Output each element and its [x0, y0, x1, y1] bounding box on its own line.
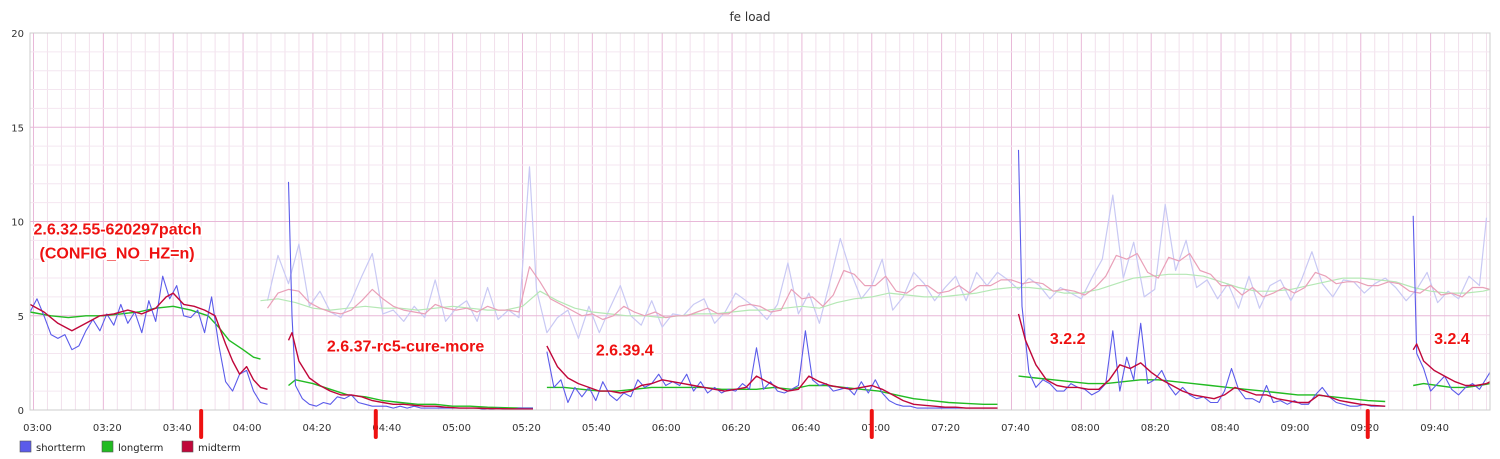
- series-line-shortterm: [1412, 215, 1491, 396]
- chart-title: fe load: [729, 10, 770, 24]
- x-tick-label: 04:20: [303, 423, 332, 434]
- x-tick-label: 03:40: [163, 423, 192, 434]
- legend-label-midterm: midterm: [198, 443, 241, 454]
- chart-legend: shortterm longterm midterm: [19, 440, 241, 454]
- x-tick-label: 03:20: [93, 423, 122, 434]
- y-tick-label: 15: [11, 123, 24, 134]
- x-tick-label: 05:20: [512, 423, 541, 434]
- x-tick-label: 04:00: [233, 423, 262, 434]
- x-tick-label: 06:00: [652, 423, 681, 434]
- legend-swatch-shortterm: [19, 440, 32, 453]
- series-line-midterm: [29, 292, 268, 390]
- kernel-label: 2.6.32.55-620297patch: [33, 222, 201, 239]
- x-tick-label: 07:20: [931, 423, 960, 434]
- y-tick-label: 0: [18, 406, 24, 417]
- x-tick-label: 08:40: [1211, 423, 1240, 434]
- x-tick-label: 04:40: [372, 423, 401, 434]
- series-layer: [29, 149, 1491, 411]
- x-tick-label: 08:20: [1141, 423, 1170, 434]
- series-line-longterm: [546, 384, 998, 405]
- kernel-label: 2.6.37-rc5-cure-more: [327, 339, 485, 356]
- series-line-midterm: [1412, 343, 1491, 387]
- legend-label-longterm: longterm: [118, 443, 163, 454]
- y-tick-label: 5: [18, 312, 24, 323]
- kernel-label: (CONFIG_NO_HZ=n): [39, 246, 194, 263]
- x-tick-label: 08:00: [1071, 423, 1100, 434]
- series-line-shortterm: [546, 330, 998, 409]
- legend-swatch-midterm: [181, 440, 194, 453]
- series-line-midterm: [1017, 313, 1386, 407]
- boundary-markers: [199, 409, 1370, 439]
- plot-frame: [29, 32, 1491, 411]
- kernel-annotations: 2.6.32.55-620297patch (CONFIG_NO_HZ=n) 2.6…: [32, 220, 1471, 361]
- x-tick-label: 09:20: [1350, 423, 1379, 434]
- x-tick-label: 09:40: [1420, 423, 1449, 434]
- chart-axes: 0 5 10 15 20 03:00 03:20 03:40 04:00 04:20 04:40 05…: [11, 29, 1491, 434]
- kernel-label: 3.2.4: [1434, 331, 1470, 348]
- legend-label-shortterm: shortterm: [36, 443, 85, 454]
- x-tick-label: 07:00: [861, 423, 890, 434]
- series-line-midterm: [287, 332, 534, 410]
- y-tick-label: 10: [11, 218, 24, 229]
- series-line-shortterm: [29, 275, 268, 405]
- kernel-label: 3.2.2: [1050, 331, 1086, 348]
- series-line-longterm: [29, 305, 261, 360]
- x-tick-label: 07:40: [1001, 423, 1030, 434]
- x-tick-label: 09:00: [1280, 423, 1309, 434]
- kernel-label: 2.6.39.4: [596, 342, 654, 359]
- faded-series-layer: [260, 166, 1491, 339]
- x-tick-label: 05:40: [582, 423, 611, 434]
- y-tick-label: 20: [11, 29, 24, 40]
- series-faded-midterm: [267, 252, 1491, 321]
- series-line-midterm: [546, 345, 998, 409]
- legend-swatch-longterm: [101, 440, 114, 453]
- x-tick-label: 03:00: [23, 423, 52, 434]
- x-tick-label: 06:40: [791, 423, 820, 434]
- x-tick-label: 06:20: [722, 423, 751, 434]
- x-tick-label: 05:00: [442, 423, 471, 434]
- chart-grid: [30, 32, 1490, 411]
